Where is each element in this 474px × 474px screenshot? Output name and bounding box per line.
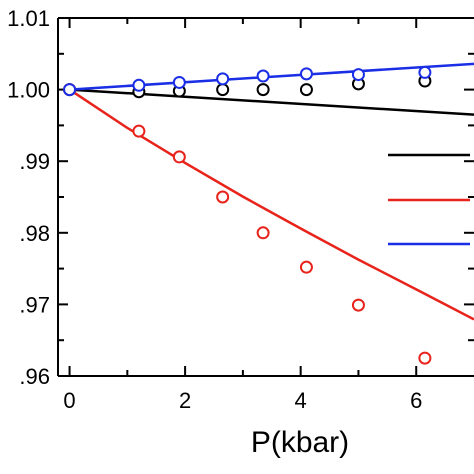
series-1-line	[69, 88, 474, 116]
x-tick-label: 4	[295, 388, 307, 413]
y-tick-label: .97	[19, 292, 50, 317]
series-2-point	[351, 298, 365, 312]
series-3-point	[172, 75, 186, 89]
series-lines	[68, 62, 474, 321]
series-1-point	[299, 83, 313, 97]
series-2-point	[299, 260, 313, 274]
series-3-line	[69, 62, 474, 91]
series-2-point	[132, 124, 146, 138]
series-1-point	[216, 83, 230, 97]
series-3-point	[132, 78, 146, 92]
y-tick-label: 1.00	[7, 78, 50, 103]
series-3-point	[256, 69, 270, 83]
y-tick-label: 1.01	[7, 6, 50, 31]
series-2-point	[172, 150, 186, 164]
x-tick-label: 2	[179, 388, 191, 413]
y-tick-label: .99	[19, 149, 50, 174]
series-3-point	[351, 68, 365, 82]
legend	[388, 153, 470, 246]
x-axis: 0 2 4 6	[63, 18, 422, 413]
y-tick-label: .96	[19, 364, 50, 389]
series-3-point	[63, 83, 77, 97]
x-tick-label: 6	[410, 388, 422, 413]
x-tick-label: 0	[63, 388, 75, 413]
y-tick-label: .98	[19, 221, 50, 246]
series-2-point	[418, 351, 432, 365]
series-2-point	[256, 226, 270, 240]
series-points	[63, 65, 432, 365]
series-3-point	[299, 67, 313, 81]
series-1-point	[256, 83, 270, 97]
series-3-point	[216, 72, 230, 86]
series-2-point	[216, 190, 230, 204]
series-2-line	[68, 88, 474, 321]
series-3-point	[418, 65, 432, 79]
y-axis: .96 .97 .98 .99 1.00 1.01	[7, 6, 474, 389]
x-axis-label: P(kbar)	[251, 426, 349, 459]
